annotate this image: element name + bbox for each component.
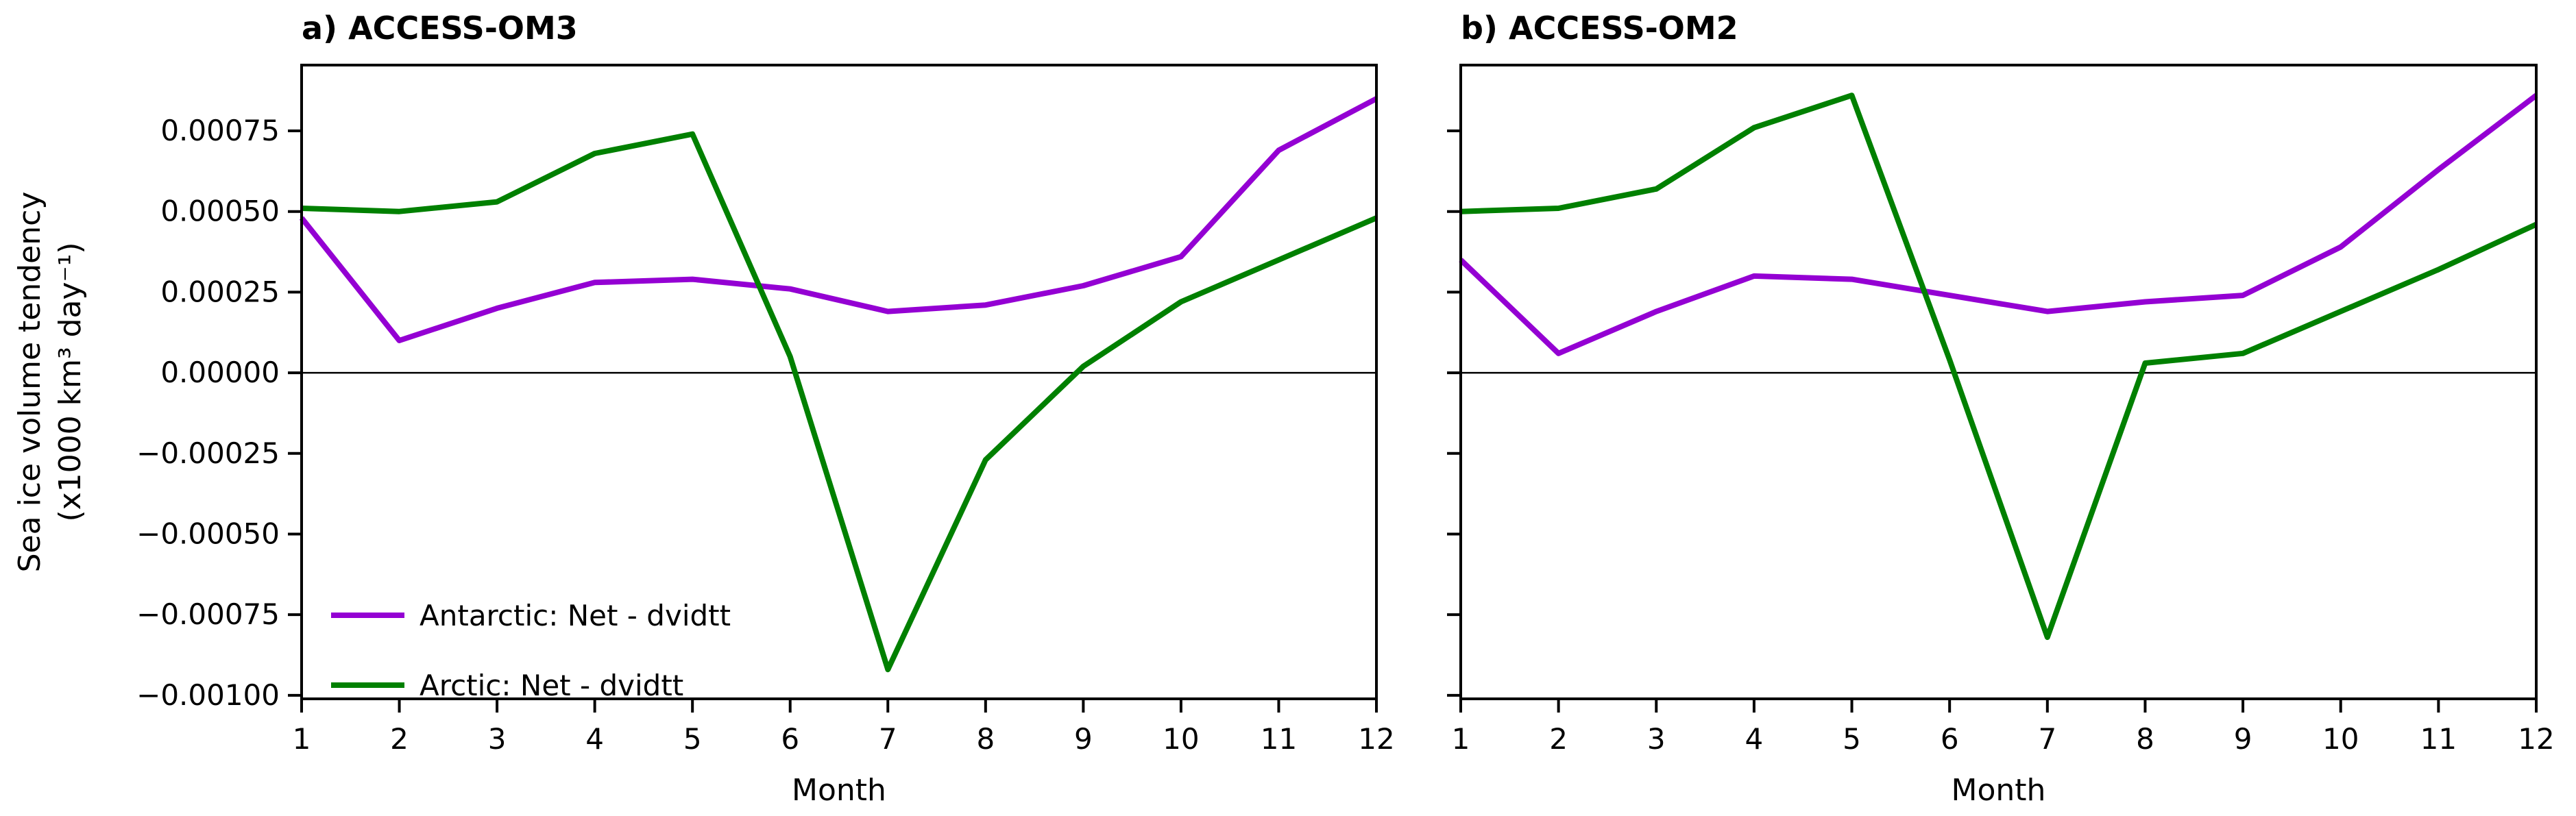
panel-a: 1 2 3 4 5 6 7 8 9 10 11 120.000750.000500.000250.00…: [136, 10, 1395, 808]
series-line-arctic: [301, 131, 1378, 673]
x-tick-label: 11: [1261, 722, 1297, 756]
x-tick-label: 3: [1647, 722, 1666, 756]
x-axis-label: Month: [1952, 773, 2046, 808]
legend-label: Antarctic: Net - dvidtt: [420, 599, 731, 632]
y-tick-label: −0.00075: [136, 597, 280, 631]
x-tick-label: 12: [1358, 722, 1394, 756]
series-line-arctic: [1460, 92, 2538, 641]
y-tick-label: 0.00050: [160, 195, 280, 228]
series-line-antarctic: [299, 96, 1378, 343]
x-tick-label: 5: [683, 722, 702, 756]
x-tick-label: 8: [976, 722, 995, 756]
x-tick-label: 6: [781, 722, 799, 756]
x-tick-label: 12: [2518, 722, 2554, 756]
panel-title: b) ACCESS-OM2: [1461, 10, 1738, 47]
x-tick-label: 10: [2322, 722, 2359, 756]
x-tick-label: 2: [390, 722, 409, 756]
legend-label: Arctic: Net - dvidtt: [420, 669, 683, 702]
y-tick-label: 0.00000: [160, 356, 280, 389]
y-axis-label: Sea ice volume tendency (x1000 km³ day⁻¹): [12, 192, 88, 573]
y-tick-label: 0.00075: [160, 114, 280, 147]
series-line-antarctic: [1459, 93, 2538, 356]
x-tick-label: 9: [2234, 722, 2252, 756]
y-tick-label: −0.00100: [136, 678, 280, 712]
plot-box: [1459, 64, 2538, 700]
x-tick-label: 1: [293, 722, 311, 756]
x-tick-label: 10: [1163, 722, 1199, 756]
panel-title: a) ACCESS-OM3: [302, 10, 578, 47]
y-axis-label-line: Sea ice volume tendency: [12, 192, 47, 573]
x-tick-label: 5: [1843, 722, 1861, 756]
y-tick-label: −0.00050: [136, 517, 280, 550]
x-tick-label: 9: [1074, 722, 1093, 756]
x-axis-label: Month: [792, 773, 886, 808]
y-tick-label: 0.00025: [160, 275, 280, 308]
y-tick-label: −0.00025: [136, 436, 280, 470]
x-tick-label: 8: [2136, 722, 2154, 756]
x-tick-label: 2: [1549, 722, 1568, 756]
y-axis-label-line: (x1000 km³ day⁻¹): [53, 242, 88, 521]
x-tick-label: 7: [2038, 722, 2056, 756]
x-tick-label: 11: [2420, 722, 2457, 756]
x-tick-label: 6: [1941, 722, 1959, 756]
x-tick-label: 3: [488, 722, 507, 756]
x-tick-label: 4: [1745, 722, 1764, 756]
x-tick-label: 4: [585, 722, 604, 756]
plot-box: [300, 64, 1378, 700]
legend: Antarctic: Net - dvidtt Arctic: Net - dvi…: [331, 599, 731, 702]
x-tick-label: 7: [879, 722, 897, 756]
x-tick-label: 1: [1452, 722, 1470, 756]
